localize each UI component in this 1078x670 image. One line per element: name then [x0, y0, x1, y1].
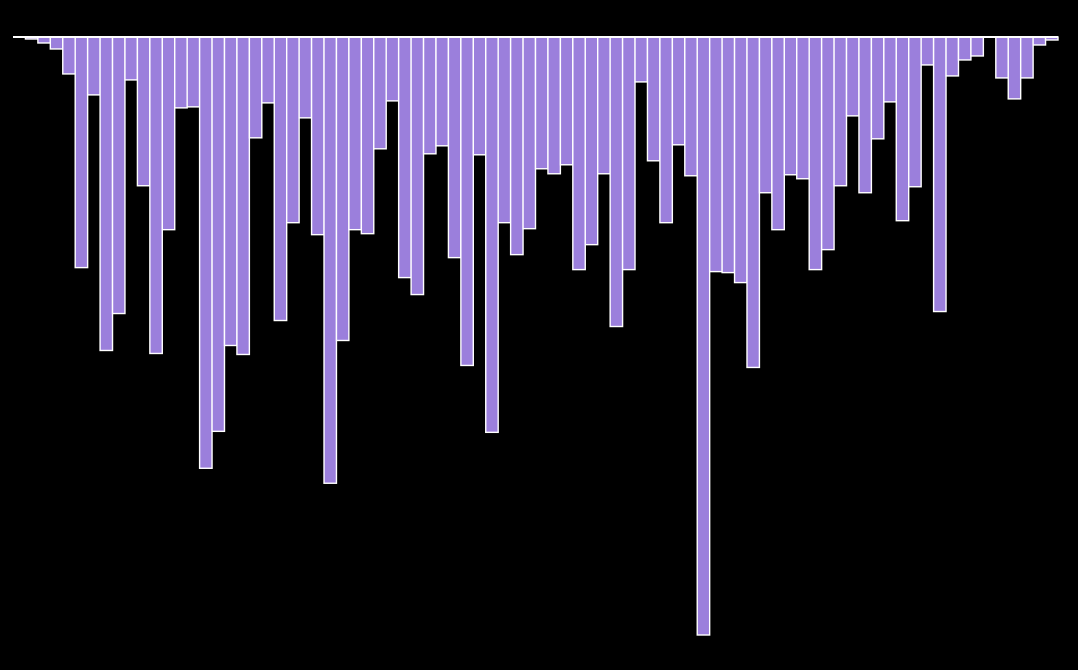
bar-43	[547, 36, 562, 175]
bar-4	[62, 36, 76, 75]
bar-70	[883, 36, 897, 103]
bar-5	[74, 36, 89, 269]
bar-36	[460, 36, 474, 367]
bar-15	[198, 36, 213, 469]
bar-40	[509, 36, 524, 256]
bar-72	[908, 36, 922, 188]
bar-35	[447, 36, 462, 259]
bar-75	[945, 36, 960, 77]
bar-16	[211, 36, 226, 433]
bar-26	[335, 36, 350, 342]
bar-7	[99, 36, 114, 352]
bar-71	[895, 36, 910, 222]
bar-68	[858, 36, 873, 194]
bar-19	[248, 36, 263, 139]
bar-62	[783, 36, 798, 176]
bar-3	[49, 36, 64, 50]
bar-80	[1007, 36, 1022, 100]
bar-20	[261, 36, 275, 104]
bar-39	[497, 36, 512, 224]
bar-81	[1019, 36, 1034, 79]
bar-47	[597, 36, 611, 175]
bar-41	[522, 36, 537, 230]
bar-73	[920, 36, 935, 66]
bar-34	[435, 36, 450, 147]
bar-29	[373, 36, 387, 150]
bar-10	[136, 36, 151, 187]
bar-76	[957, 36, 972, 61]
bar-66	[833, 36, 848, 187]
bar-77	[970, 36, 985, 57]
bar-79	[995, 36, 1009, 79]
bar-50	[634, 36, 649, 83]
bar-25	[323, 36, 338, 484]
bar-44	[559, 36, 574, 166]
bar-17	[223, 36, 238, 347]
bar-52	[659, 36, 674, 224]
bar-49	[621, 36, 636, 271]
bar-23	[298, 36, 313, 119]
bar-54	[684, 36, 698, 177]
bar-37	[472, 36, 487, 156]
bar-18	[236, 36, 251, 356]
bar-series	[24, 36, 1059, 636]
bar-12	[161, 36, 176, 231]
bar-63	[796, 36, 810, 180]
bar-55	[696, 36, 711, 636]
bar-8	[111, 36, 126, 315]
bar-51	[646, 36, 661, 162]
bar-64	[808, 36, 823, 271]
bar-65	[820, 36, 835, 251]
bar-61	[771, 36, 786, 231]
bar-42	[534, 36, 549, 170]
bar-53	[671, 36, 686, 146]
bar-56	[708, 36, 723, 273]
bar-82	[1032, 36, 1047, 46]
bar-60	[758, 36, 773, 194]
bar-57	[721, 36, 736, 274]
bar-9	[124, 36, 139, 81]
bar-22	[285, 36, 300, 224]
bar-58	[733, 36, 748, 284]
bar-59	[746, 36, 761, 369]
bar-31	[397, 36, 412, 279]
bar-21	[273, 36, 288, 322]
bar-74	[932, 36, 947, 313]
bar-28	[360, 36, 375, 235]
bar-27	[348, 36, 363, 231]
bar-69	[870, 36, 885, 140]
bar-33	[422, 36, 437, 155]
bar-32	[410, 36, 425, 296]
bar-67	[845, 36, 860, 117]
bar-14	[186, 36, 201, 108]
bar-38	[485, 36, 499, 434]
bar-30	[385, 36, 400, 102]
bar-46	[584, 36, 599, 246]
bar-13	[174, 36, 188, 109]
bar-24	[310, 36, 325, 236]
bar-48	[609, 36, 624, 328]
bar-6	[86, 36, 101, 96]
bar-11	[149, 36, 163, 355]
bar-45	[572, 36, 586, 271]
